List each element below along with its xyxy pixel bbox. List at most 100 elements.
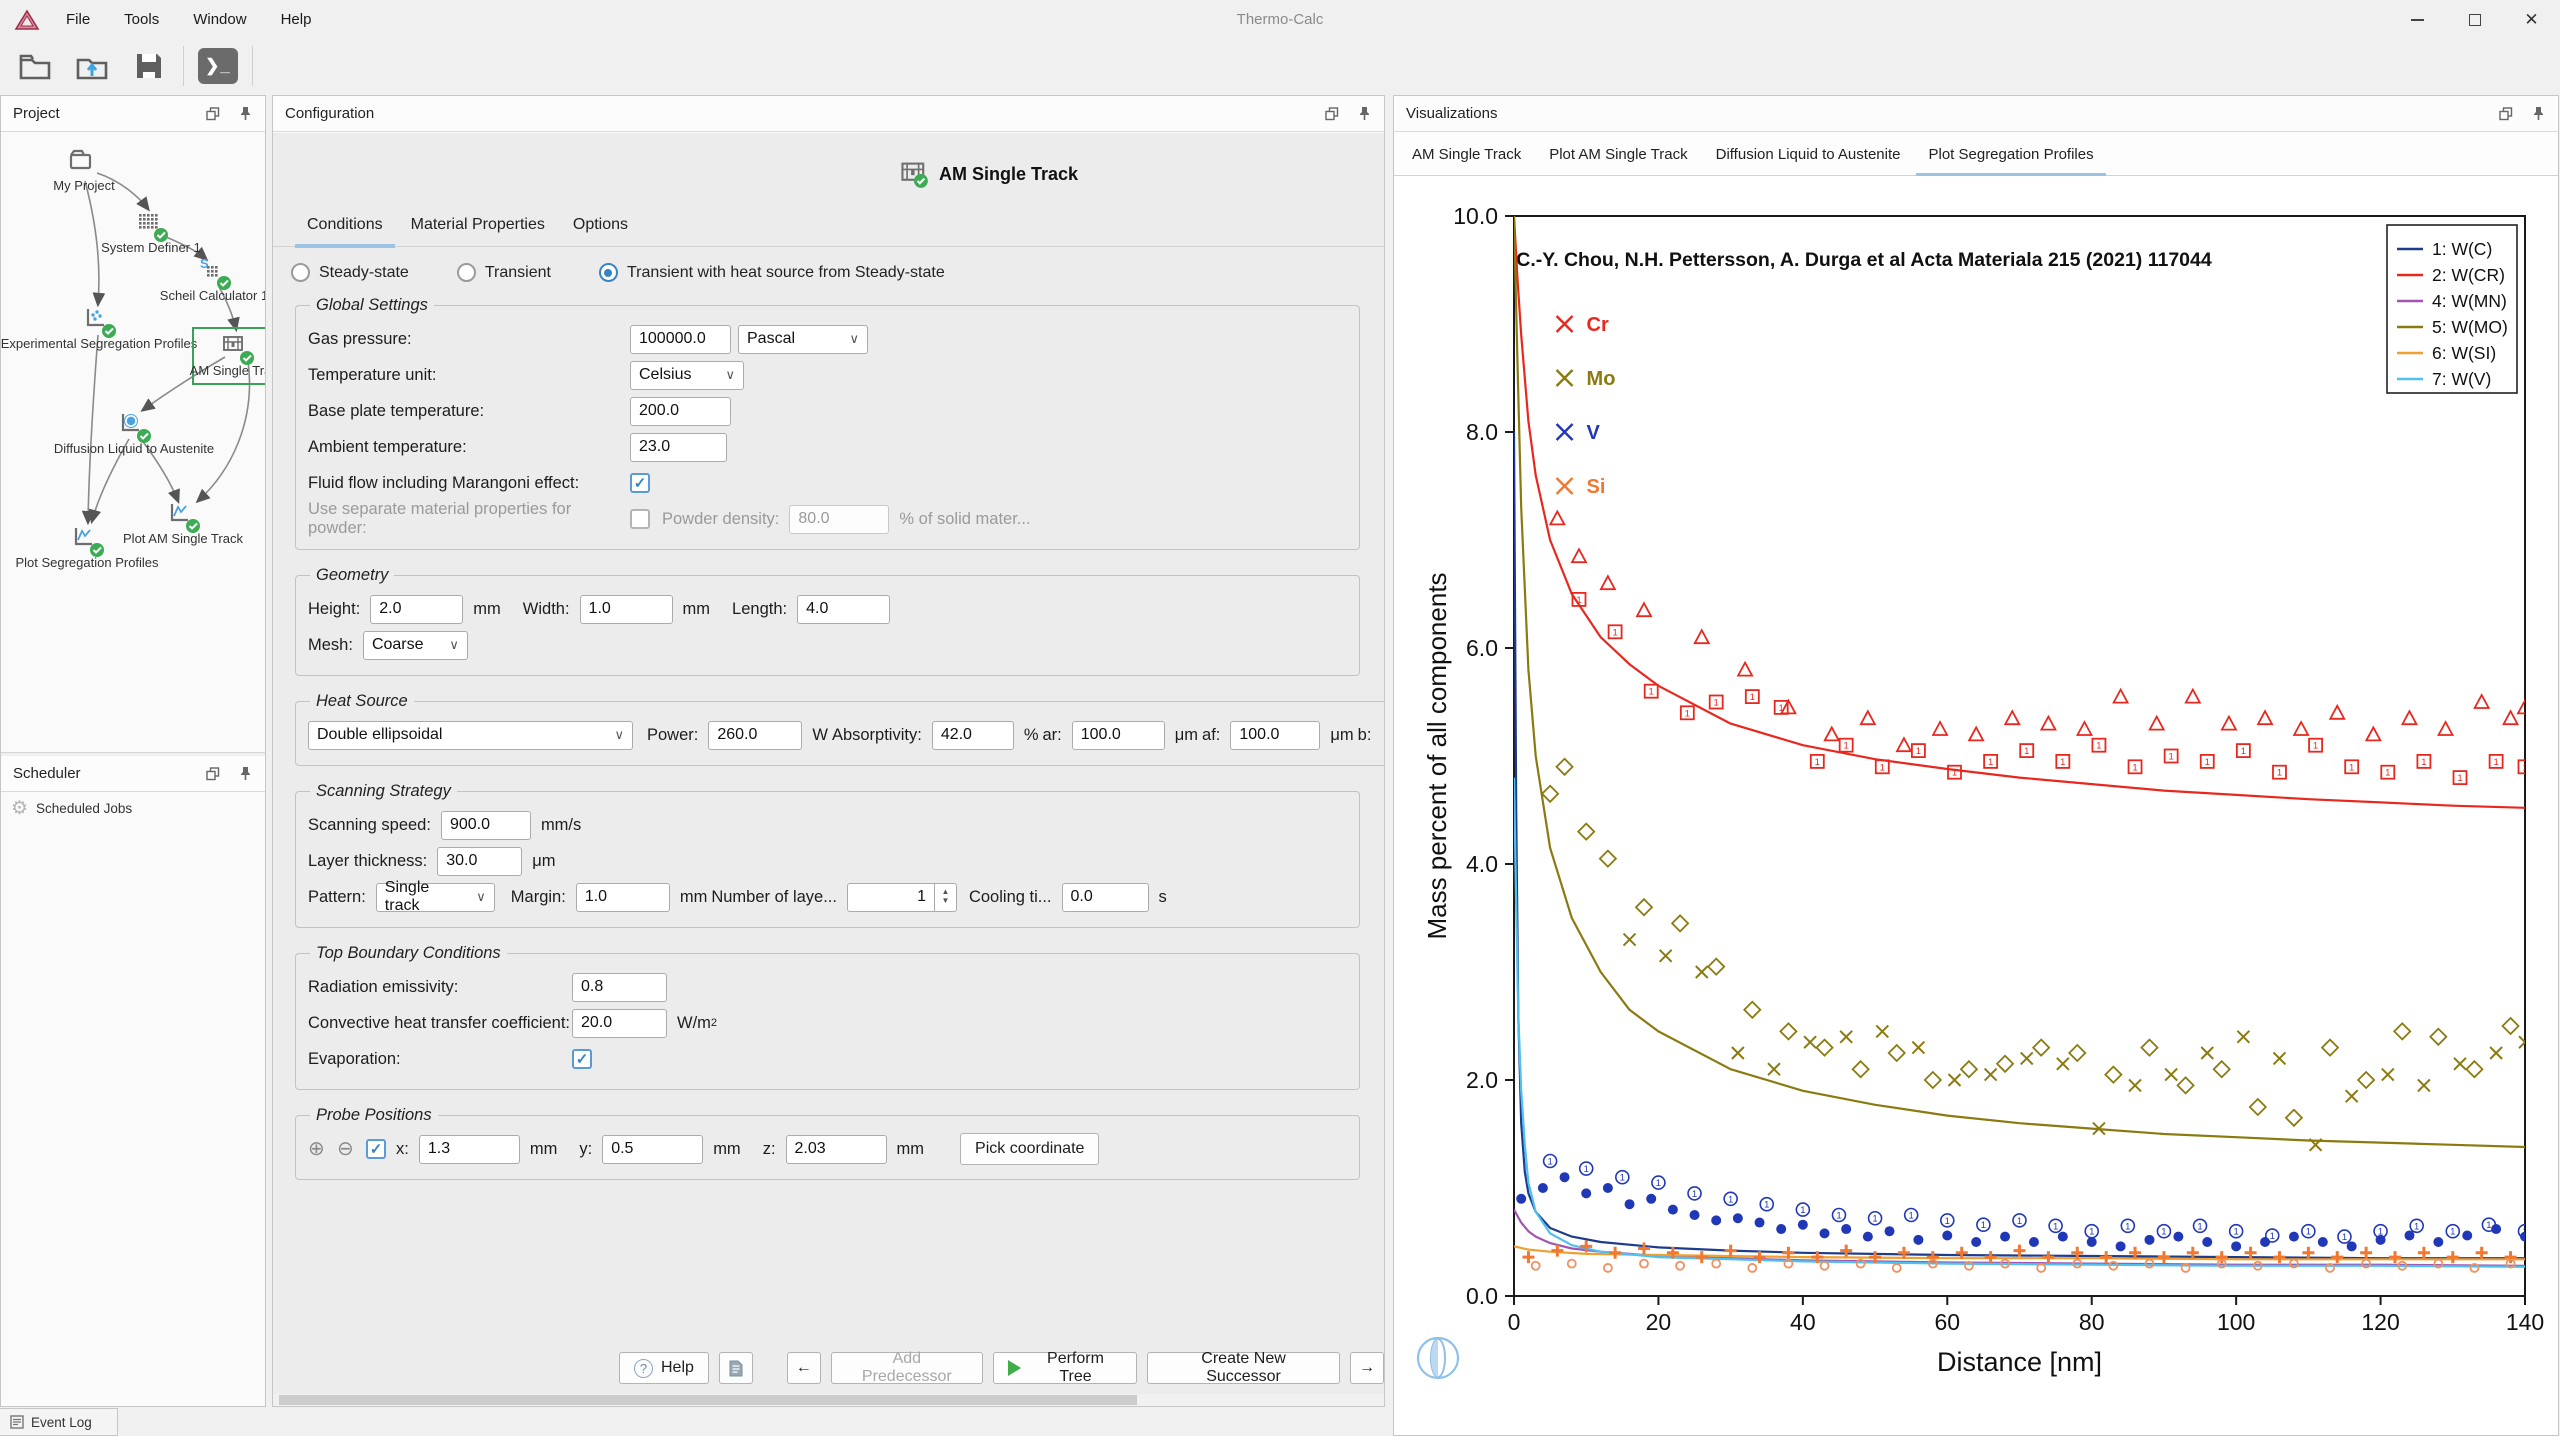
remove-probe-button[interactable]: ⊖ — [337, 1137, 354, 1160]
console-button[interactable]: ❯_ — [196, 44, 240, 88]
svg-text:1: 1 — [1988, 757, 1993, 768]
powder-properties-checkbox[interactable]: ✓ — [630, 509, 650, 529]
tab-material-properties[interactable]: Material Properties — [410, 216, 545, 233]
stepper-arrows-icon[interactable]: ▲ ▼ — [934, 882, 957, 912]
float-panel-icon[interactable] — [205, 766, 221, 782]
scanning-speed-input[interactable] — [440, 810, 531, 840]
radio-transient[interactable]: Transient — [456, 263, 551, 282]
menu-window[interactable]: Window — [193, 11, 247, 28]
project-node-system-definer-1[interactable] — [134, 208, 168, 242]
ar-input[interactable] — [1071, 720, 1165, 750]
number-of-layers-input[interactable] — [846, 882, 935, 912]
temperature-unit-select[interactable]: Celsius ∨ — [630, 360, 744, 390]
menu-file[interactable]: File — [66, 11, 91, 28]
pin-panel-icon[interactable] — [2530, 106, 2546, 122]
probe-enabled-checkbox[interactable]: ✓ — [366, 1139, 386, 1159]
project-node-plot-am-single-track[interactable] — [166, 499, 200, 533]
y-tick-label: 0.0 — [1466, 1283, 1498, 1309]
convective-coefficient-input[interactable] — [572, 1008, 667, 1038]
pin-panel-icon[interactable] — [1356, 106, 1372, 122]
length-input[interactable] — [797, 594, 891, 624]
project-node-scheil-calculator-1[interactable]: S — [197, 256, 231, 290]
scheduled-jobs-item[interactable]: ⚙ Scheduled Jobs — [1, 792, 265, 825]
heat-source-type-select[interactable]: Double ellipsoidal ∨ — [308, 720, 633, 750]
global-settings-legend: Global Settings — [316, 296, 428, 314]
float-panel-icon[interactable] — [205, 106, 221, 122]
viz-tab-plot-am-single-track[interactable]: Plot AM Single Track — [1549, 146, 1688, 163]
project-node-plot-segregation-profiles[interactable] — [70, 523, 104, 557]
gas-pressure-unit-select[interactable]: Pascal ∨ — [738, 324, 868, 354]
config-footer: ? Help ← Add Predecessor Perform Tree Cre… — [273, 1350, 1384, 1385]
add-probe-button[interactable]: ⊕ — [308, 1137, 325, 1160]
absorptivity-input[interactable] — [931, 720, 1014, 750]
float-panel-icon[interactable] — [1324, 106, 1340, 122]
previous-node-button[interactable]: ← — [786, 1352, 821, 1384]
layer-thickness-input[interactable] — [437, 846, 523, 876]
af-input[interactable] — [1230, 720, 1321, 750]
menu-help[interactable]: Help — [280, 11, 312, 28]
project-node-experimental-segregation-profiles[interactable] — [82, 304, 116, 338]
viz-tab-am-single-track[interactable]: AM Single Track — [1412, 146, 1522, 163]
minimize-button[interactable] — [2389, 0, 2446, 39]
event-log-tab[interactable]: Event Log — [0, 1408, 118, 1436]
mesh-select[interactable]: Coarse ∨ — [362, 630, 468, 660]
scrollbar-thumb[interactable] — [279, 1395, 1137, 1405]
gas-pressure-input[interactable] — [630, 324, 731, 354]
viz-tab-diffusion-liquid-to-austenite[interactable]: Diffusion Liquid to Austenite — [1715, 146, 1901, 163]
ambient-temperature-input[interactable] — [630, 432, 727, 462]
create-new-successor-button[interactable]: Create New Successor — [1146, 1350, 1341, 1385]
save-project-button[interactable] — [127, 44, 171, 88]
horizontal-scrollbar[interactable] — [273, 1394, 1384, 1406]
convective-coefficient-label: Convective heat transfer coefficient: — [308, 1013, 571, 1032]
radio-transient-heat-source[interactable]: Transient with heat source from Steady-s… — [598, 263, 945, 282]
cooling-time-unit: s — [1158, 887, 1167, 906]
scheduled-jobs-label: Scheduled Jobs — [36, 801, 133, 816]
close-button[interactable]: ✕ — [2503, 0, 2560, 39]
fluid-flow-checkbox[interactable]: ✓ — [630, 473, 650, 493]
tab-options[interactable]: Options — [572, 216, 629, 233]
viz-tab-plot-segregation-profiles[interactable]: Plot Segregation Profiles — [1914, 146, 2107, 177]
float-panel-icon[interactable] — [2498, 106, 2514, 122]
number-of-layers-stepper[interactable]: ▲▼ — [846, 882, 957, 912]
width-input[interactable] — [579, 594, 673, 624]
evaporation-checkbox[interactable]: ✓ — [572, 1049, 592, 1069]
project-node-diffusion-liquid-to-austenite[interactable] — [117, 409, 151, 443]
height-unit: mm — [473, 599, 501, 618]
svg-text:1: 1 — [2205, 757, 2210, 768]
power-input[interactable] — [708, 720, 803, 750]
log-button[interactable] — [718, 1352, 753, 1384]
help-button[interactable]: ? Help — [619, 1352, 709, 1384]
project-node-am-single-track[interactable] — [220, 331, 254, 365]
pick-coordinate-button[interactable]: Pick coordinate — [960, 1133, 1100, 1165]
folder-upload-icon — [76, 58, 108, 80]
perform-tree-button[interactable]: Perform Tree — [992, 1350, 1137, 1385]
pin-panel-icon[interactable] — [237, 766, 253, 782]
open-project-button[interactable] — [13, 44, 57, 88]
height-input[interactable] — [370, 594, 464, 624]
pin-panel-icon[interactable] — [237, 106, 253, 122]
margin-input[interactable] — [575, 882, 670, 912]
tab-conditions[interactable]: Conditions — [293, 216, 397, 248]
probe-z-input[interactable] — [785, 1134, 887, 1164]
radio-steady-state[interactable]: Steady-state — [291, 263, 409, 282]
maximize-button[interactable] — [2446, 0, 2503, 39]
radiation-emissivity-input[interactable] — [572, 972, 667, 1002]
powder-density-input[interactable] — [789, 504, 890, 534]
project-node-my-project[interactable] — [67, 146, 101, 180]
next-node-button[interactable]: → — [1350, 1352, 1384, 1384]
ar-unit: μm — [1174, 725, 1199, 744]
svg-text:1: 1 — [2450, 1227, 2455, 1238]
add-predecessor-button[interactable]: Add Predecessor — [830, 1350, 983, 1385]
convective-coefficient-unit: W/m — [677, 1013, 711, 1032]
cooling-time-input[interactable] — [1061, 882, 1149, 912]
import-project-button[interactable] — [70, 44, 114, 88]
base-plate-temperature-input[interactable] — [630, 396, 731, 426]
segregation-profiles-plot[interactable]: 0.0 2.0 4.0 6.0 8.0 10.0 0 20 40 60 80 100 120 140 Dis… — [1394, 176, 2558, 1435]
probe-x-input[interactable] — [418, 1134, 520, 1164]
pattern-select[interactable]: Single track ∨ — [375, 879, 495, 914]
menu-tools[interactable]: Tools — [124, 11, 160, 28]
probe-y-input[interactable] — [602, 1134, 704, 1164]
fluid-flow-label: Fluid flow including Marangoni effect: — [308, 473, 580, 492]
annotation-marker-Si — [1555, 477, 1574, 495]
